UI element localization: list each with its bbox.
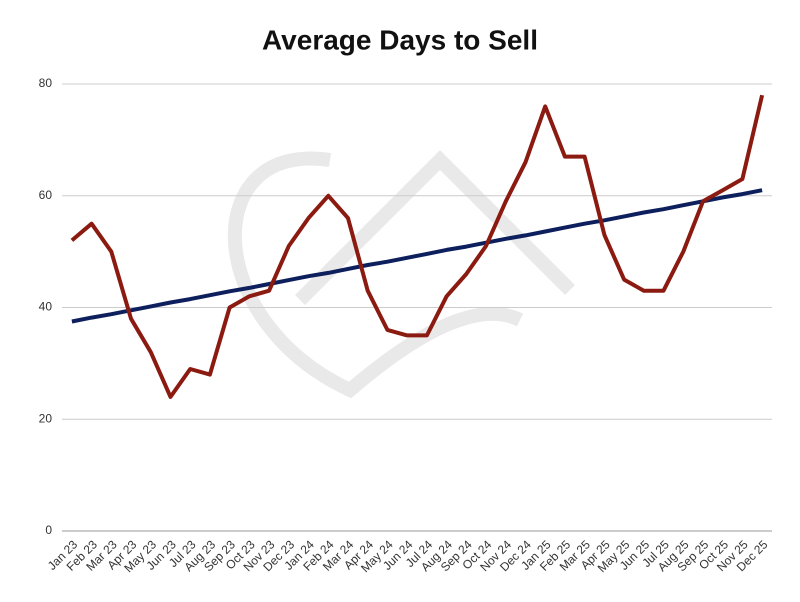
y-tick-label: 0	[45, 523, 52, 537]
y-tick-label: 60	[39, 188, 53, 202]
y-tick-label: 40	[39, 300, 53, 314]
chart-title: Average Days to Sell	[262, 24, 538, 55]
line-series	[70, 94, 765, 399]
watermark	[228, 150, 575, 399]
y-tick-label: 20	[39, 411, 53, 425]
line-series	[71, 188, 763, 324]
y-tick-label: 80	[39, 76, 53, 90]
